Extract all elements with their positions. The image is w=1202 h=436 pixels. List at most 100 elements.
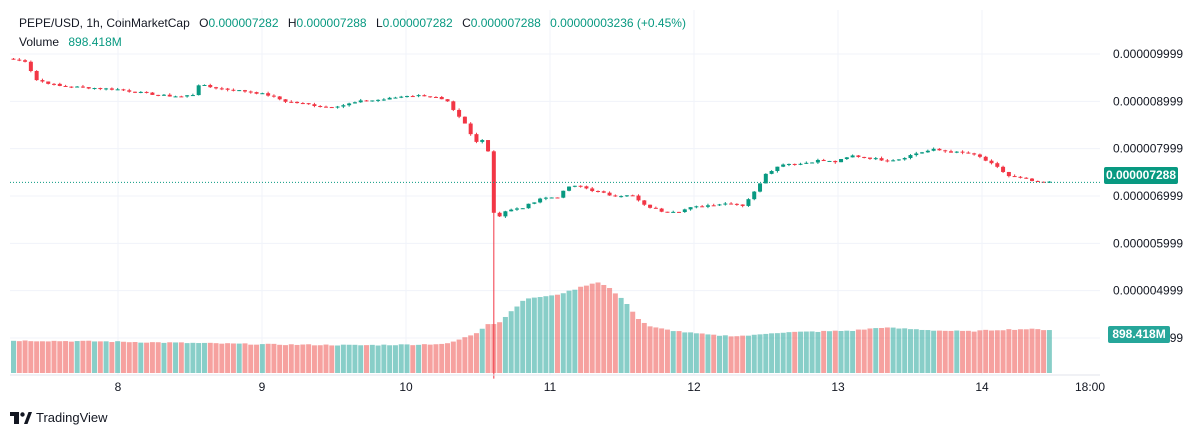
candle-body bbox=[428, 96, 433, 98]
candle-body bbox=[815, 159, 820, 163]
price-axis[interactable]: 0.000009999 0.000008999 0.000007999 0.00000… bbox=[1113, 47, 1183, 345]
candle-body bbox=[954, 151, 959, 153]
candle-body bbox=[86, 87, 91, 89]
candle-body bbox=[561, 190, 566, 198]
candle-body bbox=[185, 95, 190, 97]
volume-label[interactable]: Volume bbox=[19, 35, 60, 49]
volume-bar bbox=[693, 333, 699, 373]
volume-bar bbox=[549, 295, 555, 373]
candle-body bbox=[595, 190, 600, 192]
volume-bar bbox=[126, 342, 132, 373]
candle-body bbox=[364, 100, 369, 102]
candle-body bbox=[578, 185, 583, 187]
volume-bar bbox=[786, 332, 792, 373]
symbol-title[interactable]: PEPE/USD, 1h, CoinMarketCap bbox=[19, 16, 190, 30]
volume-bar bbox=[1000, 330, 1006, 373]
candle-body bbox=[717, 204, 722, 206]
candle-body bbox=[300, 103, 305, 105]
volume-bar bbox=[520, 300, 526, 373]
candle-body bbox=[271, 95, 276, 97]
volume-bar bbox=[346, 344, 352, 373]
volume-bar bbox=[225, 343, 231, 373]
candle-body bbox=[23, 60, 28, 62]
candle-body bbox=[156, 94, 161, 96]
volume-bar bbox=[647, 326, 653, 373]
candle-body bbox=[1024, 177, 1029, 179]
volume-bar bbox=[120, 341, 126, 373]
candle-body bbox=[104, 88, 109, 90]
volume-bar bbox=[364, 345, 370, 373]
volume-bar bbox=[196, 343, 202, 373]
candle-body bbox=[393, 97, 398, 99]
volume-bar bbox=[994, 330, 1000, 373]
volume-bar bbox=[989, 330, 995, 373]
tradingview-logo[interactable]: TradingView bbox=[10, 410, 108, 425]
volume-bar bbox=[323, 344, 329, 373]
candle-body bbox=[937, 148, 942, 151]
candle-body bbox=[1006, 171, 1011, 177]
candle-body bbox=[989, 160, 994, 164]
time-axis[interactable]: 8 9 10 11 12 13 14 18:00 bbox=[115, 380, 1106, 394]
candle-body bbox=[925, 150, 930, 153]
last-volume-tag: 898.418M bbox=[1108, 326, 1170, 343]
candle-body bbox=[17, 59, 22, 61]
volume-bar bbox=[445, 343, 451, 373]
candle-body bbox=[127, 90, 132, 92]
candle-body bbox=[769, 171, 774, 174]
volume-bar bbox=[86, 340, 92, 373]
candle-body bbox=[347, 103, 352, 106]
candle-body bbox=[150, 92, 155, 95]
candle-body bbox=[1035, 180, 1040, 182]
volume-bar bbox=[624, 304, 630, 373]
volume-bar bbox=[919, 329, 925, 373]
x-tick-label: 9 bbox=[259, 380, 266, 394]
candle-body bbox=[549, 197, 554, 199]
volume-bar bbox=[913, 329, 919, 373]
volume-bar bbox=[358, 345, 364, 373]
volume-bar bbox=[277, 344, 283, 373]
volume-bar bbox=[583, 285, 589, 373]
volume-bar bbox=[68, 341, 74, 373]
volume-bar bbox=[971, 331, 977, 373]
volume-bar bbox=[63, 341, 69, 373]
candle-body bbox=[972, 153, 977, 155]
candle-body bbox=[376, 99, 381, 101]
volume-bar bbox=[497, 322, 503, 373]
candle-body bbox=[931, 148, 936, 151]
volume-bar bbox=[566, 290, 572, 373]
candle-body bbox=[306, 103, 311, 105]
volume-bar bbox=[190, 342, 196, 373]
volume-bar bbox=[855, 329, 861, 373]
volume-bar bbox=[456, 339, 462, 373]
volume-bar bbox=[236, 343, 242, 373]
volume-bar bbox=[468, 335, 474, 373]
candle-body bbox=[804, 162, 809, 164]
close-label: C bbox=[462, 16, 471, 30]
volume-bar bbox=[16, 341, 22, 373]
x-tick-label: 13 bbox=[831, 380, 845, 394]
volume-bar bbox=[757, 334, 763, 373]
candle-body bbox=[671, 211, 676, 213]
volume-bar bbox=[734, 336, 740, 373]
volume-bar bbox=[936, 330, 942, 373]
volume-bar bbox=[248, 344, 254, 373]
candle-body bbox=[138, 91, 143, 93]
volume-bar bbox=[132, 342, 138, 373]
candle-body bbox=[1041, 181, 1046, 183]
candle-body bbox=[798, 163, 803, 165]
candle-body bbox=[63, 85, 68, 87]
volume-bar bbox=[740, 335, 746, 373]
y-tick-label: 0.000006999 bbox=[1113, 189, 1183, 203]
candle-body bbox=[734, 203, 739, 205]
candle-body bbox=[532, 202, 537, 204]
candle-body bbox=[34, 71, 39, 81]
volume-bar bbox=[798, 331, 804, 373]
candle-body bbox=[1001, 166, 1006, 172]
volume-bar bbox=[965, 330, 971, 373]
legend-header: PEPE/USD, 1h, CoinMarketCap O0.000007282… bbox=[19, 16, 686, 30]
candle-body bbox=[323, 106, 328, 108]
volume-bar bbox=[635, 319, 641, 373]
x-tick-label: 12 bbox=[687, 380, 701, 394]
volume-bar bbox=[1041, 330, 1047, 373]
